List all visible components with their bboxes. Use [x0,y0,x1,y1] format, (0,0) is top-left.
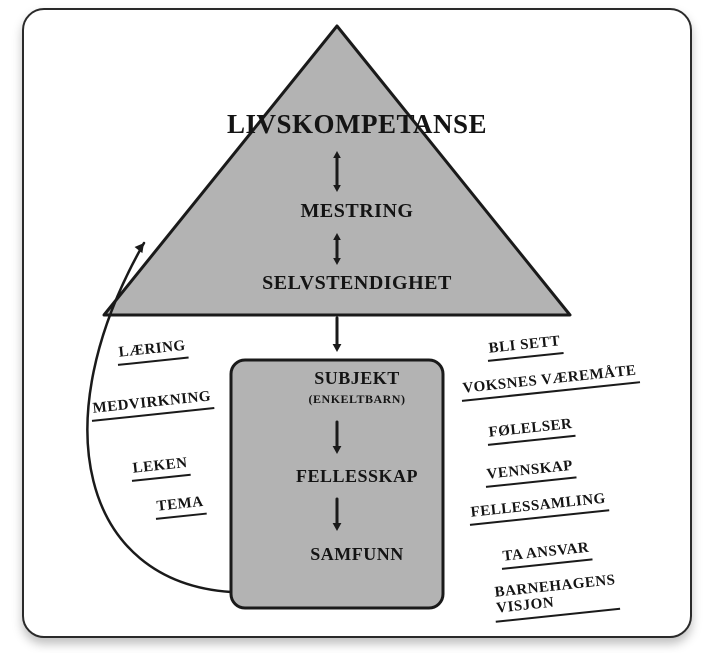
triangle-label-t3: SELVSTENDIGHET [24,272,690,295]
triangle-label-t2: MESTRING [24,200,690,223]
triangle-label-t1: LIVSKOMPETANSE [24,109,690,140]
diagram-frame: LIVSKOMPETANSEMESTRINGSELVSTENDIGHETSUBJ… [22,8,692,638]
box-label-b2: FELLESSKAP [24,466,690,487]
